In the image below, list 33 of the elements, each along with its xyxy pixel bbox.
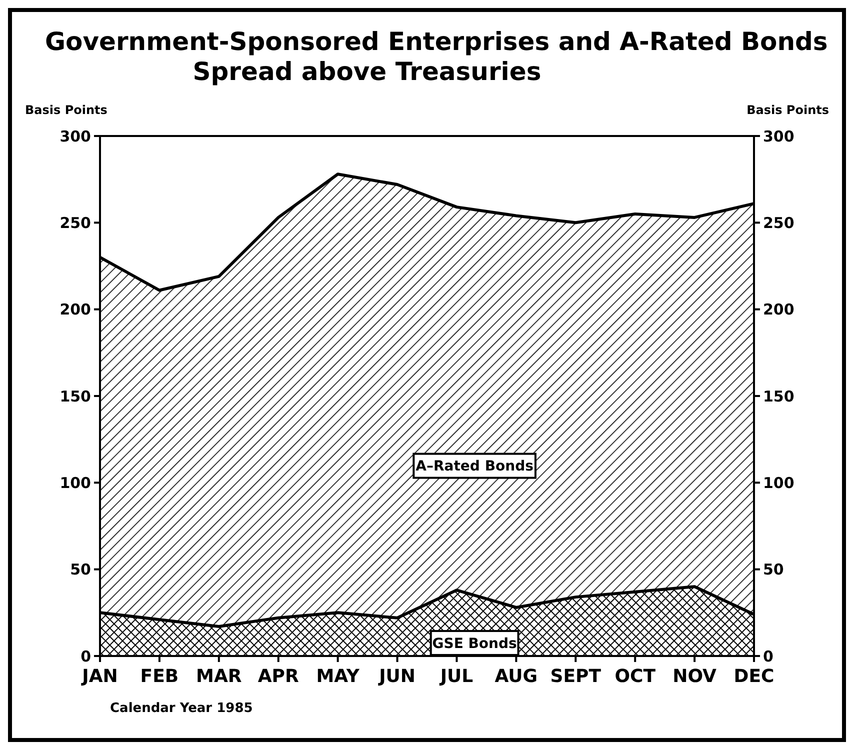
y-tick-label: 200 (60, 300, 91, 319)
x-tick-label: MAR (196, 666, 242, 687)
y2-tick-label: 0 (763, 647, 774, 666)
y-tick-label: 0 (80, 647, 91, 666)
series-label: GSE Bonds (432, 636, 517, 652)
y2-tick-label: 50 (763, 560, 784, 579)
y2-tick-label: 300 (763, 127, 794, 146)
x-tick-label: NOV (672, 666, 717, 687)
y2-tick-label: 250 (763, 214, 794, 232)
y2-tick-label: 200 (763, 300, 794, 319)
y-axis-title: Basis Points (25, 103, 108, 117)
x-tick-label: MAY (316, 666, 360, 687)
y2-tick-label: 100 (763, 474, 794, 492)
y2-tick-label: 150 (763, 387, 794, 406)
y-tick-label: 150 (60, 387, 91, 406)
y-tick-label: 50 (70, 560, 91, 579)
chart-subtitle: Spread above Treasuries (192, 57, 542, 86)
x-tick-label: DEC (734, 666, 774, 687)
x-tick-label: APR (258, 666, 299, 687)
x-tick-label: FEB (140, 666, 179, 687)
x-tick-label: JAN (80, 666, 118, 687)
y2-axis-title: Basis Points (746, 103, 829, 117)
y-tick-label: 100 (60, 474, 91, 492)
x-tick-label: AUG (494, 666, 538, 687)
x-tick-label: JUN (377, 666, 416, 687)
x-axis-title: Calendar Year 1985 (110, 701, 253, 716)
y-tick-label: 250 (60, 214, 91, 232)
y-tick-label: 300 (60, 127, 91, 146)
x-tick-label: JUL (438, 666, 474, 687)
x-tick-label: OCT (614, 666, 656, 687)
x-tick-label: SEPT (550, 666, 602, 687)
series-label: A–Rated Bonds (416, 458, 534, 475)
chart-title: Government-Sponsored Enterprises and A-Rated Bonds (45, 27, 828, 56)
